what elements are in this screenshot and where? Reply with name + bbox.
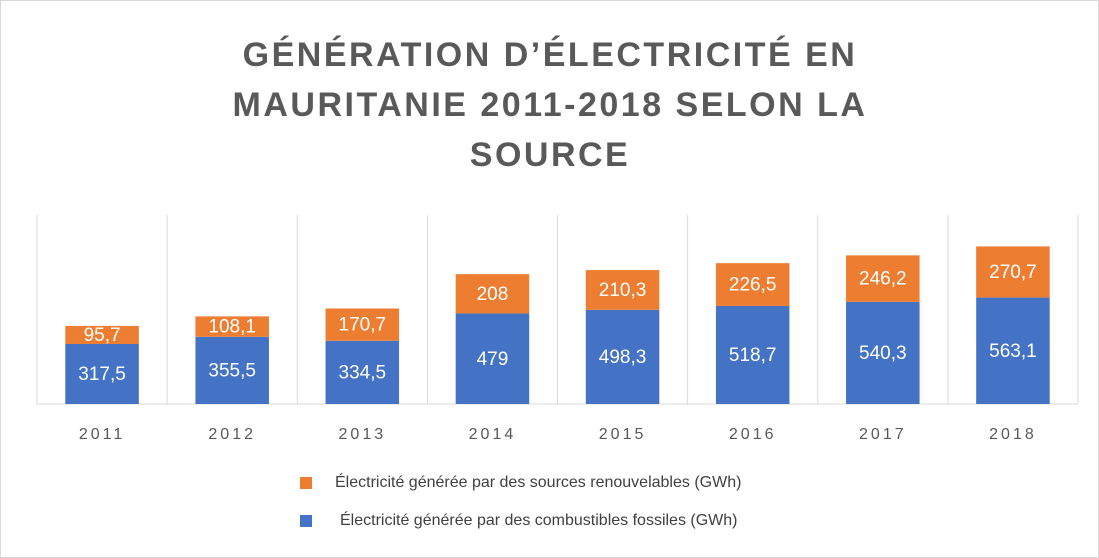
data-label: 170,7 <box>339 315 387 336</box>
legend-label: Électricité générée par des combustibles… <box>340 510 738 529</box>
data-label: 108,1 <box>208 317 256 338</box>
data-label: 479 <box>477 349 509 370</box>
x-tick-label: 2011 <box>79 426 125 443</box>
data-label: 334,5 <box>339 362 387 383</box>
legend-swatch <box>300 515 312 527</box>
bar-segment <box>195 316 269 337</box>
x-tick-label: 2017 <box>859 426 907 443</box>
data-label: 210,3 <box>599 280 647 301</box>
data-label: 498,3 <box>599 347 647 368</box>
bar-segment <box>715 263 790 306</box>
bar-segment <box>455 313 530 404</box>
bar-segment <box>976 297 1050 404</box>
bar-segment <box>325 308 400 341</box>
legend-swatch <box>300 477 312 489</box>
bar-segment <box>846 301 920 404</box>
bar-segment <box>455 274 530 314</box>
data-label: 270,7 <box>989 262 1037 283</box>
x-tick-label: 2016 <box>729 426 777 443</box>
legend-label: Électricité générée par des sources reno… <box>335 472 741 491</box>
x-tick-label: 2015 <box>599 426 647 443</box>
bar-segment <box>976 246 1050 298</box>
data-label: 226,5 <box>729 275 777 296</box>
bar-segment <box>585 270 660 310</box>
bar-segment <box>65 343 139 404</box>
x-tick-label: 2018 <box>989 426 1037 443</box>
bar-segment <box>846 255 920 302</box>
x-tick-label: 2013 <box>339 426 387 443</box>
data-label: 208 <box>477 284 509 305</box>
data-label: 518,7 <box>729 345 777 366</box>
bar-segment <box>195 336 269 404</box>
x-tick-label: 2012 <box>208 426 256 443</box>
data-label: 317,5 <box>78 364 126 385</box>
data-label: 355,5 <box>208 360 256 381</box>
bar-segment <box>715 305 790 404</box>
bar-segment <box>65 325 139 344</box>
bar-segment <box>325 340 400 404</box>
data-label: 563,1 <box>989 341 1037 362</box>
chart-title: GÉNÉRATION D’ÉLECTRICITÉ EN MAURITANIE 2… <box>232 36 868 174</box>
data-label: 246,2 <box>859 269 907 290</box>
bar-segment <box>585 309 660 404</box>
data-label: 95,7 <box>84 325 121 346</box>
data-label: 540,3 <box>859 343 907 364</box>
x-tick-label: 2014 <box>469 426 517 443</box>
